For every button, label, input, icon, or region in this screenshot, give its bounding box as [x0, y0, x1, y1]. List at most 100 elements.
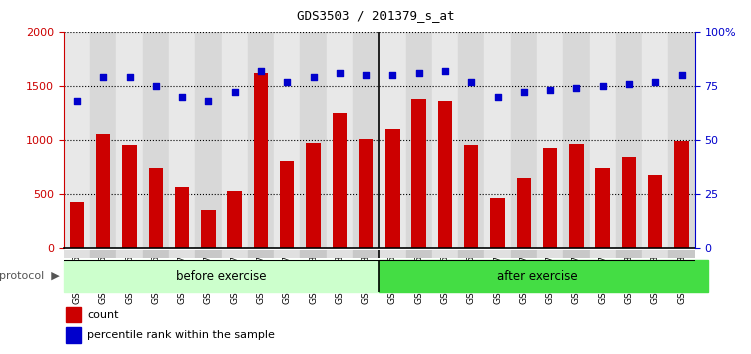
Point — [124, 74, 136, 80]
Bar — [596, 168, 610, 248]
Point — [439, 68, 451, 74]
Bar — [248, 250, 274, 258]
Bar — [222, 32, 248, 248]
Text: percentile rank within the sample: percentile rank within the sample — [87, 330, 276, 340]
Bar — [642, 32, 668, 248]
Text: after exercise: after exercise — [496, 270, 578, 282]
Bar — [379, 260, 707, 292]
Bar — [327, 250, 353, 258]
Bar — [438, 101, 452, 248]
Point — [676, 72, 688, 78]
Bar — [458, 32, 484, 248]
Bar — [590, 32, 616, 248]
Point — [229, 90, 241, 95]
Point — [492, 94, 504, 99]
Bar — [300, 32, 327, 248]
Point — [334, 70, 346, 76]
Bar — [432, 32, 458, 248]
Bar — [300, 250, 327, 258]
Bar — [648, 176, 662, 248]
Text: before exercise: before exercise — [176, 270, 267, 282]
Bar — [175, 187, 189, 248]
Bar — [563, 250, 590, 258]
Bar — [590, 250, 616, 258]
Point — [623, 81, 635, 86]
Point — [360, 72, 372, 78]
Bar — [195, 32, 222, 248]
Bar — [67, 327, 81, 343]
Bar — [248, 32, 274, 248]
Bar — [274, 250, 300, 258]
Bar — [333, 113, 347, 248]
Bar — [484, 250, 511, 258]
Bar — [228, 190, 242, 248]
Bar — [143, 32, 169, 248]
Text: protocol  ▶: protocol ▶ — [0, 271, 60, 281]
Bar — [195, 32, 222, 248]
Bar — [64, 32, 90, 248]
Bar — [563, 32, 590, 248]
Bar — [458, 250, 484, 258]
Bar — [569, 144, 584, 248]
Point — [308, 74, 320, 80]
Bar — [668, 32, 695, 248]
Bar — [537, 32, 563, 248]
Point — [282, 79, 294, 84]
Bar — [274, 32, 300, 248]
Bar — [254, 73, 268, 248]
Bar — [169, 32, 195, 248]
Bar — [642, 32, 668, 248]
Bar — [327, 32, 353, 248]
Bar — [432, 32, 458, 248]
Point — [571, 85, 583, 91]
Point — [466, 79, 478, 84]
Bar — [359, 139, 373, 248]
Point — [98, 74, 110, 80]
Bar — [274, 32, 300, 248]
Bar — [616, 32, 642, 248]
Bar — [300, 32, 327, 248]
Bar — [70, 202, 84, 248]
Bar — [143, 250, 169, 258]
Bar — [379, 32, 406, 248]
Point — [71, 98, 83, 104]
Bar — [222, 32, 248, 248]
Bar — [116, 250, 143, 258]
Bar — [385, 129, 400, 248]
Bar — [406, 250, 432, 258]
Bar — [537, 32, 563, 248]
Bar — [406, 32, 432, 248]
Bar — [511, 32, 537, 248]
Bar — [484, 32, 511, 248]
Bar — [563, 32, 590, 248]
Bar — [327, 32, 353, 248]
Bar — [668, 250, 695, 258]
Point — [649, 79, 661, 84]
Bar — [511, 250, 537, 258]
Bar — [169, 250, 195, 258]
Point — [413, 70, 425, 76]
Bar — [517, 178, 531, 248]
Bar — [169, 32, 195, 248]
Bar — [280, 161, 294, 248]
Bar — [201, 210, 216, 248]
Text: count: count — [87, 309, 119, 320]
Bar — [668, 32, 695, 248]
Bar — [306, 143, 321, 248]
Bar — [490, 198, 505, 248]
Bar — [406, 32, 432, 248]
Point — [597, 83, 609, 88]
Bar — [248, 32, 274, 248]
Bar — [64, 250, 90, 258]
Bar — [122, 145, 137, 248]
Bar — [616, 32, 642, 248]
Bar — [353, 32, 379, 248]
Text: GDS3503 / 201379_s_at: GDS3503 / 201379_s_at — [297, 9, 454, 22]
Bar — [590, 32, 616, 248]
Bar — [458, 32, 484, 248]
Bar — [511, 32, 537, 248]
Bar — [484, 32, 511, 248]
Point — [150, 83, 162, 88]
Bar — [412, 99, 426, 248]
Bar — [379, 250, 406, 258]
